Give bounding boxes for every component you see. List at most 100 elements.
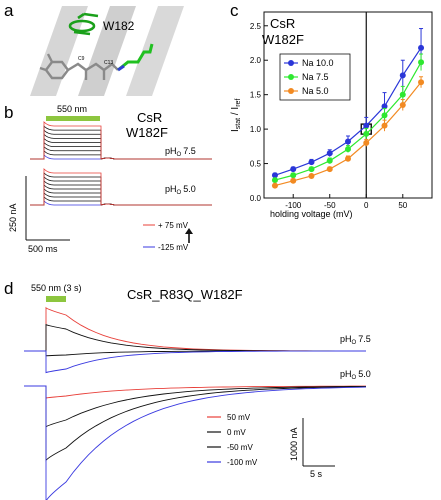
light-label: 550 nm: [57, 104, 87, 114]
current-trace-d: [24, 350, 366, 374]
data-point: [345, 146, 351, 153]
lysine-sidechain: [117, 43, 154, 72]
panel-a-letter: a: [4, 1, 14, 20]
y-tick-label: 0.5: [250, 160, 262, 169]
panel-b-title-line1: CsR: [137, 110, 162, 125]
current-trace: [30, 200, 212, 206]
data-point: [290, 166, 297, 173]
scale-time-label: 500 ms: [28, 244, 58, 254]
x-tick-label: 0: [364, 201, 369, 210]
legend-label-d: 50 mV: [227, 413, 251, 422]
chart-plot: -100 -50 0 50 0.0 0.5 1.0 1.5 2.0 2.5 Na 10.0 Na 7…: [250, 11, 433, 210]
chart-xlabel: holding voltage (mV): [270, 209, 353, 219]
data-point: [399, 91, 406, 98]
x-tick-label: -50: [324, 201, 336, 210]
panel-b-scalebar: 250 nA 500 ms: [8, 176, 70, 254]
current-trace-d: [24, 306, 367, 352]
plot-frame: [263, 11, 433, 199]
w182-sidechain: [68, 12, 99, 36]
legend-label: Na 7.5: [302, 72, 329, 82]
data-point: [418, 59, 425, 66]
data-point: [290, 177, 297, 184]
y-tick-label: 2.5: [250, 22, 262, 31]
data-point: [326, 166, 333, 173]
panel-b-letter: b: [4, 103, 13, 122]
data-point: [326, 157, 333, 164]
data-point: [418, 79, 425, 86]
legend-label: Na 5.0: [302, 86, 329, 96]
ph50-traces-d: [24, 385, 367, 500]
current-trace: [30, 121, 212, 160]
panel-b-title-line2: W182F: [126, 125, 168, 140]
legend-label-d: -50 mV: [227, 443, 253, 452]
light-pulse-bar: [46, 116, 100, 121]
helix-3: [126, 6, 184, 96]
data-point: [363, 139, 370, 146]
chart-axes: -100 -50 0 50 0.0 0.5 1.0 1.5 2.0 2.5: [250, 11, 433, 210]
current-trace-d: [24, 385, 366, 428]
panel-d-scalebar: 1000 nA 5 s: [289, 418, 335, 479]
data-point: [345, 138, 351, 145]
y-tick-label: 2.0: [250, 56, 262, 65]
legend-label-d: -100 mV: [227, 458, 258, 467]
ph-label-bottom-d: pHO 5.0: [340, 369, 371, 381]
current-trace: [30, 168, 212, 206]
legend-pos: + 75 mV: [158, 221, 189, 230]
panel-d-letter: d: [4, 279, 13, 298]
c13-label: C13: [104, 60, 113, 66]
ph75-traces: [30, 121, 212, 160]
chart-legend: Na 10.0 Na 7.5 Na 5.0: [279, 53, 351, 101]
data-point: [308, 166, 315, 173]
current-trace-d: [24, 385, 366, 399]
data-point: [271, 172, 278, 179]
data-point: [271, 182, 278, 189]
y-tick-label: 0.0: [250, 194, 262, 203]
ph-label-bottom: pHO 5.0: [165, 184, 196, 196]
y-tick-label: 1.5: [250, 91, 262, 100]
data-point: [308, 172, 315, 179]
schiff-base-nitrogen: [117, 64, 125, 72]
data-point: [290, 172, 297, 179]
current-trace-d: [24, 385, 367, 500]
data-point: [399, 72, 406, 79]
chart-ylabel: Istat / Iref: [230, 99, 242, 132]
data-point: [381, 112, 388, 119]
current-trace-d: [24, 323, 366, 352]
ph50-traces: [30, 168, 212, 206]
c9-label: C9: [78, 56, 85, 62]
current-trace: [30, 192, 212, 206]
data-point: [363, 122, 370, 129]
chart-title-line2: W182F: [262, 32, 304, 47]
data-point: [326, 150, 333, 157]
light-pulse-bar-d: [46, 296, 66, 302]
ph75-traces-d: [24, 306, 367, 374]
data-point: [399, 102, 406, 108]
legend-neg: -125 mV: [158, 243, 189, 252]
data-point: [345, 155, 351, 162]
chart-title-line1: CsR: [270, 16, 295, 31]
w182-label: W182: [103, 19, 135, 33]
legend-label: Na 10.0: [302, 58, 334, 68]
panel-b-legend: + 75 mV -125 mV: [143, 221, 193, 252]
panel-c-letter: c: [230, 1, 239, 20]
light-label-d: 550 nm (3 s): [31, 283, 82, 293]
y-tick-label: 1.0: [250, 125, 262, 134]
ph-label-top: pHO 7.5: [165, 146, 196, 158]
legend-marker: [288, 74, 294, 80]
retinal-molecule: [39, 53, 119, 80]
current-trace-d: [24, 385, 367, 462]
legend-marker: [288, 88, 294, 94]
legend-label-d: 0 mV: [227, 428, 246, 437]
helix-2: [78, 6, 136, 96]
data-point: [418, 44, 425, 51]
x-tick-label: -100: [285, 201, 302, 210]
data-point: [381, 122, 388, 129]
ph-label-top-d: pHO 7.5: [340, 334, 371, 346]
data-point: [308, 159, 315, 166]
legend-marker: [288, 60, 294, 66]
x-tick-label: 50: [398, 201, 407, 210]
current-trace: [30, 196, 212, 206]
data-point: [381, 103, 388, 110]
data-point: [363, 130, 370, 137]
